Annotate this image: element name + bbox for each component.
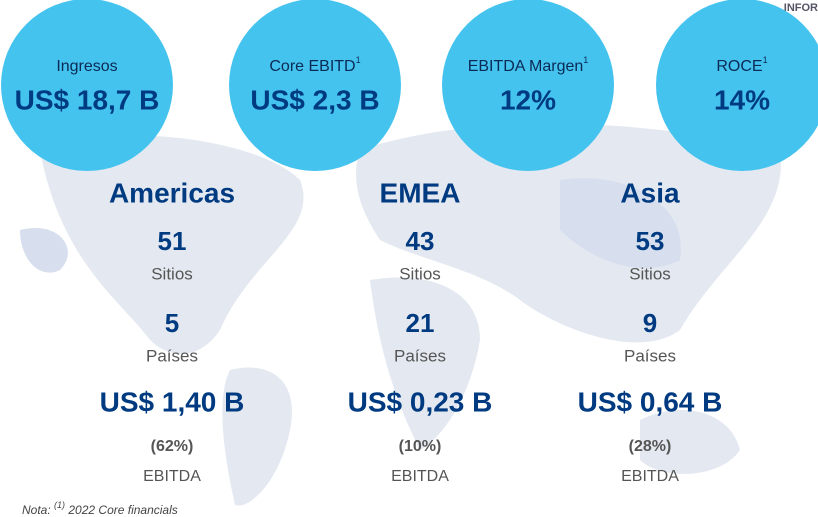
ebitda-share: (28%) bbox=[629, 438, 672, 455]
sites-label: Sitios bbox=[399, 264, 441, 283]
circle bbox=[1, 0, 173, 171]
sites-label: Sitios bbox=[629, 264, 671, 283]
countries-count: 5 bbox=[165, 308, 179, 338]
region: Americas 51 Sitios 5 Países US$ 1,40 B (62%) EB… bbox=[100, 177, 245, 485]
sites-count: 51 bbox=[158, 226, 187, 256]
circle bbox=[442, 0, 614, 171]
ebitda-share: (10%) bbox=[399, 438, 442, 455]
kpi-note: 1 bbox=[583, 55, 588, 65]
kpi-value: 12% bbox=[500, 84, 556, 115]
world-map bbox=[20, 123, 781, 506]
kpi-label: ROCE1 bbox=[716, 55, 767, 75]
kpi-label: Core EBITD1 bbox=[269, 55, 360, 75]
kpi-note: 1 bbox=[763, 55, 768, 65]
kpi-label-text: EBITDA Margen bbox=[468, 58, 584, 75]
ebitda-label: EBITDA bbox=[621, 468, 679, 485]
region-name: Americas bbox=[109, 177, 235, 208]
kpi-circle: Ingresos US$ 18,7 B bbox=[1, 0, 173, 171]
region-ebitda: US$ 0,64 B bbox=[578, 386, 723, 417]
region-ebitda: US$ 1,40 B bbox=[100, 386, 245, 417]
region: EMEA 43 Sitios 21 Países US$ 0,23 B (10%) EBITD… bbox=[348, 177, 493, 485]
ebitda-label: EBITDA bbox=[143, 468, 201, 485]
sites-count: 43 bbox=[406, 226, 435, 256]
circle bbox=[656, 0, 818, 171]
corner-label: INFOR bbox=[784, 2, 818, 14]
countries-count: 9 bbox=[643, 308, 657, 338]
region: Asia 53 Sitios 9 Países US$ 0,64 B (28%) EBITDA bbox=[578, 177, 723, 485]
kpi-label: EBITDA Margen1 bbox=[468, 55, 589, 75]
kpi-label-text: Core EBITD bbox=[269, 58, 355, 75]
countries-count: 21 bbox=[406, 308, 435, 338]
kpi-circle: EBITDA Margen1 12% bbox=[442, 0, 614, 171]
ebitda-share: (62%) bbox=[151, 438, 194, 455]
sites-label: Sitios bbox=[151, 264, 193, 283]
ebitda-label: EBITDA bbox=[391, 468, 449, 485]
kpi-value: US$ 18,7 B bbox=[15, 84, 160, 115]
countries-label: Países bbox=[394, 346, 446, 365]
kpi-label-text: Ingresos bbox=[56, 58, 117, 75]
countries-label: Países bbox=[146, 346, 198, 365]
circle bbox=[229, 0, 401, 171]
kpi-circle: ROCE1 14% bbox=[656, 0, 818, 171]
kpi-label: Ingresos bbox=[56, 58, 117, 75]
footnote: Nota: (1) 2022 Core financials bbox=[22, 498, 178, 517]
kpi-value: 14% bbox=[714, 84, 770, 115]
kpi-label-text: ROCE bbox=[716, 58, 762, 75]
kpi-note: 1 bbox=[356, 55, 361, 65]
region-ebitda: US$ 0,23 B bbox=[348, 386, 493, 417]
kpi-circle: Core EBITD1 US$ 2,3 B bbox=[229, 0, 401, 171]
countries-label: Países bbox=[624, 346, 676, 365]
region-name: Asia bbox=[620, 177, 680, 208]
sites-count: 53 bbox=[636, 226, 665, 256]
kpi-value: US$ 2,3 B bbox=[250, 84, 379, 115]
region-name: EMEA bbox=[380, 177, 461, 208]
